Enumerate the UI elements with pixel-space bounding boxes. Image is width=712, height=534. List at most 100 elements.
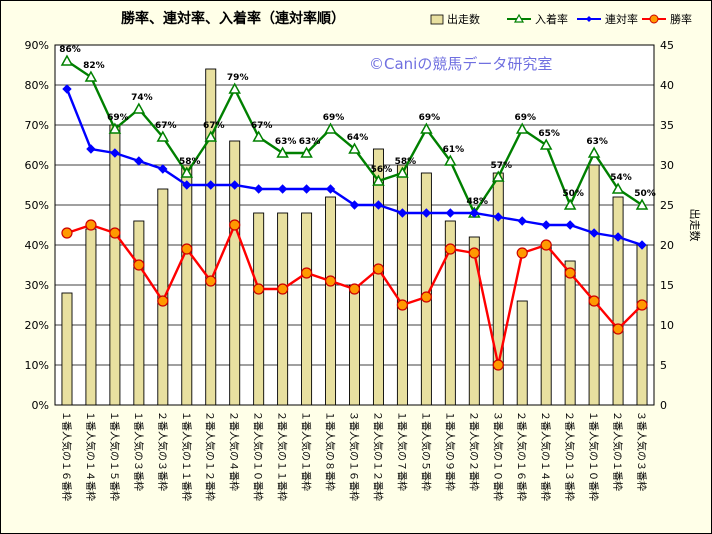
point-marker bbox=[613, 232, 623, 242]
right-tick-label: 15 bbox=[660, 279, 674, 292]
right-tick-label: 45 bbox=[660, 39, 674, 52]
left-tick-label: 70% bbox=[25, 119, 49, 132]
bar bbox=[109, 124, 121, 406]
category-label: ２番人気の１１番枠 bbox=[276, 411, 289, 501]
data-label: 82% bbox=[83, 61, 105, 71]
point-marker bbox=[229, 219, 241, 231]
point-marker bbox=[493, 212, 503, 222]
point-marker bbox=[205, 275, 217, 287]
point-marker bbox=[204, 130, 218, 142]
bar bbox=[396, 164, 408, 406]
point-marker bbox=[301, 184, 312, 194]
bar bbox=[85, 228, 97, 406]
point-marker bbox=[517, 216, 527, 226]
data-label: 58% bbox=[395, 157, 417, 167]
line-series bbox=[60, 54, 649, 371]
category-label: １番人気の３番枠 bbox=[132, 411, 145, 491]
point-marker bbox=[396, 166, 409, 178]
point-marker bbox=[300, 267, 313, 279]
data-label: 79% bbox=[227, 73, 249, 83]
right-axis-label: 出走数 bbox=[688, 209, 702, 242]
right-tick-label: 40 bbox=[660, 79, 674, 92]
left-tick-label: 0% bbox=[32, 399, 49, 412]
right-tick-label: 30 bbox=[660, 159, 674, 172]
point-marker bbox=[277, 283, 289, 295]
data-label: 58% bbox=[179, 157, 201, 167]
point-marker bbox=[396, 299, 409, 311]
point-marker bbox=[635, 198, 649, 210]
category-label: ２番人気の１２番枠 bbox=[204, 411, 217, 501]
legend-label: 勝率 bbox=[670, 12, 692, 26]
bar bbox=[564, 260, 576, 406]
bar bbox=[277, 212, 289, 406]
point-marker bbox=[253, 283, 265, 295]
point-marker bbox=[563, 198, 577, 210]
left-tick-label: 50% bbox=[25, 199, 49, 212]
point-marker bbox=[110, 148, 120, 158]
legend-marker bbox=[513, 13, 525, 23]
data-label: 86% bbox=[59, 45, 81, 55]
legend-marker bbox=[586, 16, 592, 22]
point-marker bbox=[181, 243, 193, 255]
category-label: １番人気の１４番枠 bbox=[84, 411, 97, 501]
data-label: 56% bbox=[371, 165, 393, 175]
category-label: ３番人気の１６番枠 bbox=[348, 411, 361, 501]
x-axis: １番人気の１６番枠 １番人気の１４番枠 １番人気の１５番枠 １番人気の３番枠 ２番人気の… bbox=[60, 411, 648, 501]
data-label: 65% bbox=[538, 129, 560, 139]
category-label: １番人気の１１番枠 bbox=[180, 411, 193, 501]
point-marker bbox=[276, 146, 289, 158]
point-marker bbox=[109, 227, 121, 239]
point-marker bbox=[587, 146, 601, 158]
legend-marker bbox=[649, 14, 659, 24]
point-marker bbox=[60, 54, 74, 66]
watermark-text: ©Caniの競馬データ研究室 bbox=[369, 55, 552, 73]
point-marker bbox=[349, 200, 360, 210]
point-marker bbox=[420, 122, 433, 134]
category-label: １番人気の８番枠 bbox=[324, 411, 337, 491]
left-tick-label: 30% bbox=[25, 279, 49, 292]
data-label: 63% bbox=[299, 137, 321, 147]
point-marker bbox=[589, 228, 599, 238]
bar bbox=[612, 196, 624, 406]
point-marker bbox=[348, 283, 361, 295]
right-tick-label: 0 bbox=[660, 399, 667, 412]
data-label: 74% bbox=[131, 93, 153, 103]
category-label: ３番人気の１０番枠 bbox=[491, 411, 504, 501]
point-marker bbox=[158, 164, 168, 174]
data-label: 57% bbox=[490, 161, 512, 171]
bar bbox=[516, 300, 528, 406]
point-marker bbox=[564, 267, 576, 279]
category-label: １番人気の１５番枠 bbox=[108, 411, 121, 501]
point-marker bbox=[636, 299, 648, 311]
point-marker bbox=[156, 130, 170, 142]
bar bbox=[61, 292, 73, 406]
category-label: ２番人気の１２番枠 bbox=[371, 411, 384, 501]
bar bbox=[444, 220, 456, 406]
left-tick-label: 20% bbox=[25, 319, 49, 332]
point-marker bbox=[372, 174, 385, 186]
left-tick-label: 40% bbox=[25, 239, 49, 252]
point-marker bbox=[324, 122, 337, 134]
category-label: １番人気の５番枠 bbox=[419, 411, 432, 491]
point-marker bbox=[612, 323, 624, 335]
data-label: 54% bbox=[610, 173, 632, 183]
category-label: ２番人気の１０番枠 bbox=[252, 411, 265, 501]
legend-label: 連対率 bbox=[605, 12, 638, 26]
point-marker bbox=[565, 220, 575, 230]
category-label: ２番人気の１番枠 bbox=[611, 411, 624, 491]
point-marker bbox=[277, 184, 288, 194]
point-marker bbox=[372, 263, 385, 275]
legend-swatch bbox=[430, 14, 444, 25]
bar bbox=[229, 140, 241, 406]
data-label: 69% bbox=[323, 113, 345, 123]
point-marker bbox=[180, 166, 194, 178]
point-marker bbox=[228, 82, 241, 94]
bar bbox=[636, 244, 648, 406]
point-marker bbox=[62, 84, 72, 94]
legend-label: 出走数 bbox=[447, 12, 480, 26]
point-marker bbox=[85, 219, 97, 231]
category-label: １番人気の７番枠 bbox=[395, 411, 408, 491]
bar bbox=[349, 284, 360, 406]
